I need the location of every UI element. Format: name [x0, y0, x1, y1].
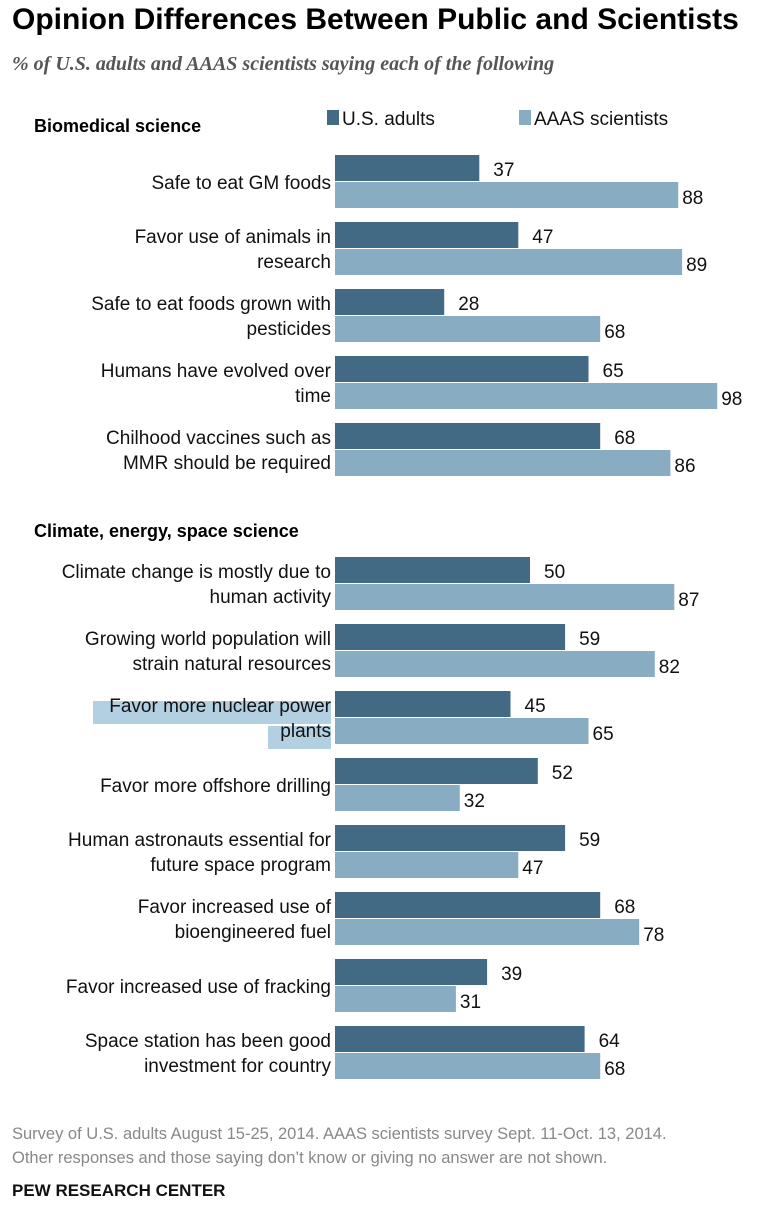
bar-us-adults — [335, 1026, 585, 1052]
bar-aaas-scientists — [335, 182, 679, 208]
value-label-us-adults: 64 — [599, 1031, 621, 1052]
label-highlight — [268, 726, 331, 749]
value-label-aaas-scientists: 87 — [678, 590, 699, 611]
footer-note: Survey of U.S. adults August 15-25, 2014… — [12, 1122, 762, 1170]
value-label-us-adults: 45 — [525, 696, 546, 717]
value-label-us-adults: 68 — [614, 897, 635, 918]
row-label-line-1: Favor more nuclear power — [109, 696, 331, 717]
bar-aaas-scientists — [335, 986, 456, 1012]
chart-title: Opinion Differences Between Public and S… — [12, 3, 739, 36]
row-label: Favor more offshore drilling — [100, 776, 331, 797]
value-label-aaas-scientists: 47 — [522, 858, 543, 879]
bar-aaas-scientists — [335, 584, 675, 610]
row-label-line-1: Space station has been good — [85, 1031, 331, 1052]
value-label-aaas-scientists: 82 — [659, 657, 680, 678]
value-label-aaas-scientists: 86 — [674, 456, 695, 477]
row-label-line-1: Favor use of animals in — [135, 227, 331, 248]
value-label-aaas-scientists: 98 — [721, 389, 742, 410]
row-label-line-2: pesticides — [247, 319, 332, 340]
row-label-line-2: research — [257, 252, 331, 273]
row-label-line-2: investment for country — [144, 1056, 331, 1077]
value-label-us-adults: 39 — [501, 964, 522, 985]
value-label-us-adults: 37 — [493, 160, 514, 181]
label-highlight — [93, 701, 331, 724]
bar-aaas-scientists — [335, 785, 460, 811]
row-label-line-2: future space program — [150, 855, 331, 876]
bar-chart: U.S. adults AAAS scientists Biomedical sci… — [34, 109, 742, 1080]
value-label-us-adults: 52 — [552, 763, 573, 784]
row-label-line-2: plants — [280, 721, 331, 742]
bar-aaas-scientists — [335, 316, 601, 342]
value-label-us-adults: 68 — [614, 428, 635, 449]
row-label-line-1: Favor increased use of — [138, 897, 332, 918]
row-label-line-2: human activity — [210, 587, 332, 608]
row-label-line-2: MMR should be required — [123, 453, 331, 474]
value-label-aaas-scientists: 65 — [593, 724, 614, 745]
value-label-aaas-scientists: 68 — [604, 1059, 625, 1080]
value-label-aaas-scientists: 31 — [460, 992, 481, 1013]
bar-aaas-scientists — [335, 852, 519, 878]
group-title: Climate, energy, space science — [34, 521, 299, 541]
bar-aaas-scientists — [335, 249, 683, 275]
value-label-aaas-scientists: 89 — [686, 255, 707, 276]
bar-us-adults — [335, 825, 566, 851]
value-label-us-adults: 28 — [458, 294, 479, 315]
bar-aaas-scientists — [335, 450, 671, 476]
footer-note-line-1: Survey of U.S. adults August 15-25, 2014… — [12, 1125, 667, 1143]
row-label-line-1: Climate change is mostly due to — [62, 562, 331, 583]
bar-us-adults — [335, 691, 511, 717]
bar-us-adults — [335, 557, 530, 583]
chart-subtitle: % of U.S. adults and AAAS scientists say… — [12, 53, 555, 75]
row-label-line-1: Chilhood vaccines such as — [106, 428, 331, 449]
legend-swatch-us-adults — [327, 110, 339, 125]
bar-aaas-scientists — [335, 651, 655, 677]
bar-aaas-scientists — [335, 919, 640, 945]
value-label-us-adults: 47 — [532, 227, 553, 248]
bar-aaas-scientists — [335, 383, 718, 409]
bar-us-adults — [335, 959, 488, 985]
row-label: Safe to eat GM foods — [151, 173, 331, 194]
bar-us-adults — [335, 892, 601, 918]
row-label-line-2: strain natural resources — [132, 654, 331, 675]
bar-us-adults — [335, 758, 538, 784]
row-label-line-2: bioengineered fuel — [175, 922, 331, 943]
bar-us-adults — [335, 356, 589, 382]
bar-us-adults — [335, 155, 480, 181]
row-label-line-1: Human astronauts essential for — [68, 830, 332, 851]
bar-aaas-scientists — [335, 718, 589, 744]
bar-us-adults — [335, 423, 601, 449]
legend-label-aaas-scientists: AAAS scientists — [534, 109, 668, 130]
row-label-line-1: Safe to eat foods grown with — [91, 294, 331, 315]
value-label-us-adults: 65 — [603, 361, 624, 382]
bar-aaas-scientists — [335, 1053, 601, 1079]
bar-us-adults — [335, 289, 445, 315]
value-label-aaas-scientists: 88 — [682, 188, 703, 209]
source-credit: PEW RESEARCH CENTER — [12, 1181, 226, 1200]
value-label-us-adults: 59 — [579, 629, 600, 650]
value-label-aaas-scientists: 78 — [643, 925, 664, 946]
value-label-us-adults: 50 — [544, 562, 565, 583]
legend-label-us-adults: U.S. adults — [342, 109, 435, 130]
bar-us-adults — [335, 222, 519, 248]
group-title: Biomedical science — [34, 116, 201, 136]
row-label-line-1: Growing world population will — [85, 629, 331, 650]
value-label-aaas-scientists: 32 — [464, 791, 485, 812]
footer-note-line-2: Other responses and those saying don’t k… — [12, 1149, 608, 1167]
bar-us-adults — [335, 624, 566, 650]
row-label-line-2: time — [295, 386, 331, 407]
legend-swatch-aaas-scientists — [519, 110, 531, 125]
value-label-aaas-scientists: 68 — [604, 322, 625, 343]
row-label-line-1: Humans have evolved over — [101, 361, 332, 382]
value-label-us-adults: 59 — [579, 830, 600, 851]
row-label: Favor increased use of fracking — [66, 977, 331, 998]
